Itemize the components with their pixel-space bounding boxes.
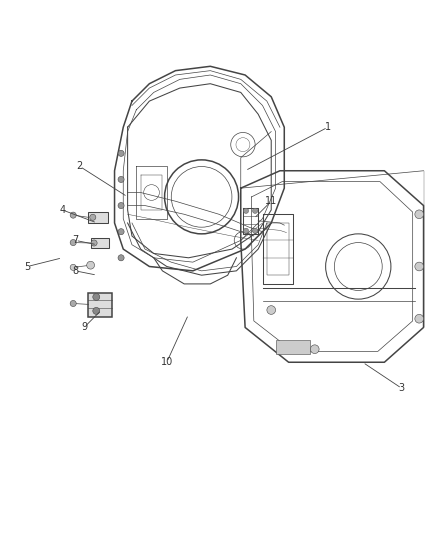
Circle shape bbox=[415, 210, 424, 219]
Polygon shape bbox=[276, 341, 311, 353]
Circle shape bbox=[90, 214, 96, 220]
Circle shape bbox=[93, 294, 100, 301]
Circle shape bbox=[118, 203, 124, 208]
Text: 11: 11 bbox=[265, 196, 277, 206]
Text: 1: 1 bbox=[325, 122, 331, 132]
Circle shape bbox=[244, 228, 249, 233]
Circle shape bbox=[91, 240, 97, 246]
Circle shape bbox=[415, 262, 424, 271]
Text: 7: 7 bbox=[72, 236, 78, 245]
Text: 8: 8 bbox=[72, 266, 78, 276]
Circle shape bbox=[70, 239, 76, 246]
Text: 5: 5 bbox=[25, 262, 31, 271]
Circle shape bbox=[93, 308, 100, 314]
Polygon shape bbox=[88, 293, 113, 317]
Text: 4: 4 bbox=[59, 205, 65, 215]
Polygon shape bbox=[88, 212, 108, 223]
Circle shape bbox=[118, 150, 124, 156]
Circle shape bbox=[415, 314, 424, 323]
Circle shape bbox=[253, 228, 258, 233]
Text: 3: 3 bbox=[399, 383, 405, 393]
Circle shape bbox=[70, 212, 76, 218]
Circle shape bbox=[253, 208, 258, 213]
Text: 10: 10 bbox=[161, 357, 173, 367]
Circle shape bbox=[244, 208, 249, 213]
Circle shape bbox=[118, 229, 124, 235]
Circle shape bbox=[311, 345, 319, 353]
Circle shape bbox=[118, 176, 124, 182]
Circle shape bbox=[118, 255, 124, 261]
Circle shape bbox=[87, 261, 95, 269]
Text: 2: 2 bbox=[77, 161, 83, 172]
Circle shape bbox=[70, 264, 76, 270]
Circle shape bbox=[267, 305, 276, 314]
Text: 9: 9 bbox=[81, 322, 87, 333]
Polygon shape bbox=[91, 238, 110, 248]
Circle shape bbox=[70, 301, 76, 306]
